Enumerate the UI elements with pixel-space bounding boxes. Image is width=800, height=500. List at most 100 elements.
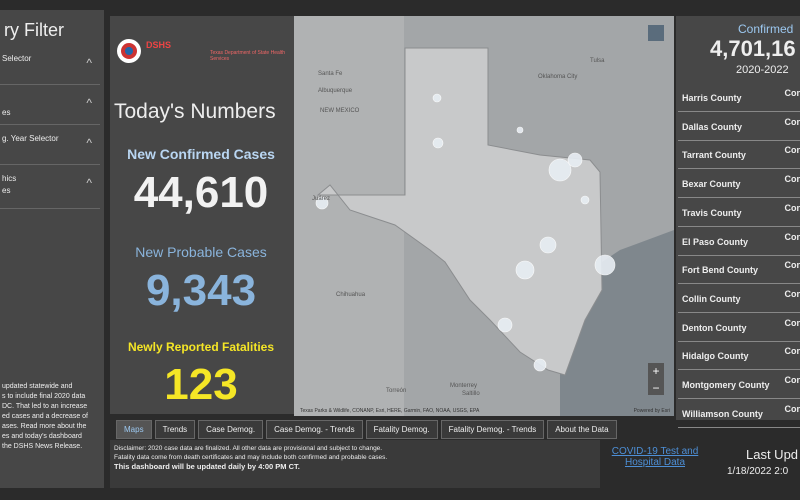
tab[interactable]: About the Data [547, 420, 617, 439]
tab[interactable]: Trends [154, 420, 196, 439]
county-row[interactable]: Dallas County Conf [678, 113, 800, 141]
tab[interactable]: Case Demog. - Trends [266, 420, 363, 439]
filter-item-label: hics [2, 174, 17, 183]
county-row[interactable]: Montgomery County Conf [678, 371, 800, 399]
disclaimer-line: This dashboard will be updated daily by … [114, 462, 300, 471]
stat-label: New Probable Cases [135, 244, 267, 260]
note-line: the DSHS News Release. [2, 443, 83, 450]
note-line: updated statewide and [2, 383, 73, 390]
zoom-control[interactable] [648, 363, 664, 395]
disclaimer-line: Disclaimer: 2020 case data are finalized… [114, 445, 383, 452]
county-panel: Confirmed 4,701,16 2020-2022 Harris Coun… [676, 16, 800, 428]
county-value-header: Conf [784, 288, 800, 299]
note-line: DC. That led to an increase [2, 403, 88, 410]
county-row[interactable]: Williamson County Conf [678, 400, 800, 428]
county-name: Dallas County [682, 121, 743, 132]
note-line: es and today's dashboard [2, 433, 82, 440]
county-row[interactable]: Collin County Conf [678, 285, 800, 313]
county-value-header: Conf [784, 88, 800, 98]
map-label: Oklahoma City [538, 74, 577, 80]
county-row[interactable]: El Paso County Conf [678, 228, 800, 256]
map-label: Albuquerque [318, 88, 353, 94]
map-label: Chihuahua [336, 292, 366, 298]
tab[interactable]: Case Demog. [198, 420, 264, 439]
county-value-header: Conf [784, 116, 800, 127]
map-attribution: Texas Parks & Wildlife, CONANP, Esri, HE… [300, 408, 480, 414]
note-line: ed cases and a decrease of [2, 413, 89, 420]
county-value-header: Conf [784, 403, 800, 414]
county-title: Confirmed [738, 22, 794, 36]
hospital-link[interactable]: COVID-19 Test and Hospital Data [611, 446, 699, 468]
county-value-header: Conf [784, 145, 800, 156]
county-value-header: Conf [784, 174, 800, 185]
filter-item-label: g. Year Selector [2, 134, 59, 143]
tab[interactable]: Fatality Demog. - Trends [440, 420, 545, 439]
map-label: Juárez [312, 196, 330, 202]
map[interactable]: Santa Fe Albuquerque NEW MEXICO Oklahoma Ci… [294, 16, 674, 416]
zoom-out[interactable]: − [652, 381, 659, 395]
map-labels: Santa Fe Albuquerque NEW MEXICO Oklahoma Ci… [312, 58, 605, 397]
disclaimer-line: Fatality data come from death certificat… [114, 454, 388, 461]
filter-item-label: es [2, 108, 11, 117]
logo-subtitle: Texas Department of State Health Service… [210, 50, 286, 62]
county-name: Denton County [682, 322, 747, 333]
filter-title: ry Filter [4, 20, 64, 40]
powered-by: Powered by Esri [634, 408, 670, 414]
note-line: s to include final 2020 data [2, 393, 86, 400]
filter-item[interactable]: Selector ^ [0, 48, 100, 85]
county-name: Fort Bend County [682, 265, 758, 276]
county-value-header: Conf [784, 317, 800, 328]
filter-note: updated statewide and s to include final … [2, 382, 88, 452]
heading: Today's Numbers [114, 100, 276, 123]
county-name: El Paso County [682, 236, 749, 247]
logo [117, 39, 141, 63]
county-name: Travis County [682, 207, 742, 218]
county-years: 2020-2022 [736, 64, 789, 76]
county-row[interactable]: Denton County Conf [678, 314, 800, 342]
stat-label: Newly Reported Fatalities [127, 340, 275, 354]
county-name: Williamson County [682, 408, 763, 419]
stat-value: 123 [164, 360, 238, 409]
filter-item[interactable]: es ^ [0, 88, 100, 125]
map-label: Tulsa [590, 58, 605, 64]
stat-value: 9,343 [145, 266, 257, 315]
county-row[interactable]: Harris County Conf [678, 84, 800, 112]
county-total: 4,701,16 [710, 36, 796, 61]
county-name: Harris County [682, 93, 742, 103]
updated-label: Last Upd [746, 447, 799, 462]
logo-title: DSHS [146, 40, 172, 50]
map-label: NEW MEXICO [320, 108, 360, 114]
county-value-header: Conf [784, 375, 800, 385]
filter-sub-label: es [2, 186, 11, 195]
zoom-in[interactable]: + [652, 364, 659, 378]
county-row[interactable]: Hidalgo County Conf [678, 342, 800, 371]
county-value-header: Conf [784, 346, 800, 357]
map-label: Santa Fe [318, 71, 343, 77]
stats-panel: DSHS Texas Department of State Health Se… [110, 16, 294, 414]
filter-item[interactable]: hics es ^ [0, 168, 100, 209]
county-row[interactable]: Tarrant County Conf [678, 141, 800, 170]
tab[interactable]: Maps [116, 420, 152, 439]
filter-item-label: Selector [2, 54, 32, 63]
county-name: Collin County [682, 293, 741, 304]
county-name: Montgomery County [682, 380, 770, 390]
county-value-header: Conf [784, 260, 800, 271]
map-label: Saltillo [462, 391, 480, 397]
county-row[interactable]: Travis County Conf [678, 199, 800, 227]
stat-value: 44,610 [133, 168, 269, 217]
county-value-header: Conf [784, 202, 800, 213]
map-label: Torreón [386, 388, 406, 394]
county-name: Tarrant County [682, 150, 746, 161]
footer: Disclaimer: 2020 case data are finalized… [110, 440, 600, 488]
stat-label: New Confirmed Cases [127, 146, 275, 162]
county-name: Bexar County [682, 179, 741, 190]
tab[interactable]: Fatality Demog. [365, 420, 438, 439]
county-row[interactable]: Fort Bend County Conf [678, 256, 800, 285]
county-name: Hidalgo County [682, 351, 749, 362]
home-button[interactable] [648, 25, 664, 41]
updated-value: 1/18/2022 2:0 [727, 466, 789, 477]
county-row[interactable]: Bexar County Conf [678, 170, 800, 199]
filter-item[interactable]: g. Year Selector ^ [0, 128, 100, 165]
filter-panel: ry Filter Selector ^ es ^ g. Year Selector… [0, 10, 104, 488]
